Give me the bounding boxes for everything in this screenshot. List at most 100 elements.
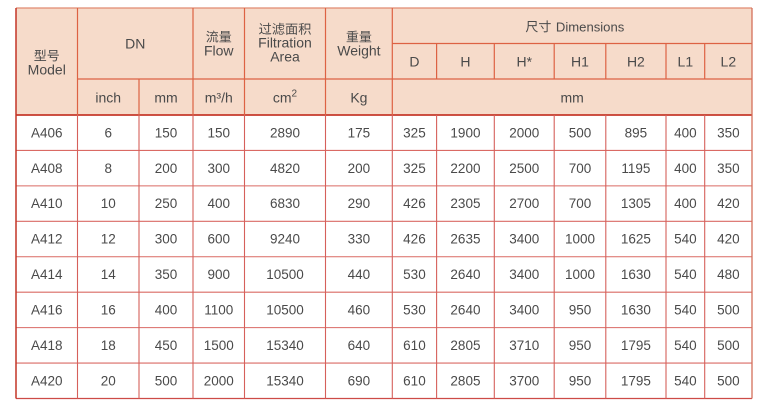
svg-text:325: 325 bbox=[403, 125, 426, 140]
svg-text:540: 540 bbox=[674, 373, 697, 388]
svg-text:A414: A414 bbox=[31, 267, 63, 282]
svg-text:1100: 1100 bbox=[204, 303, 233, 318]
svg-text:540: 540 bbox=[674, 267, 697, 282]
svg-text:895: 895 bbox=[625, 125, 648, 140]
svg-text:426: 426 bbox=[403, 196, 426, 211]
svg-text:460: 460 bbox=[348, 303, 371, 318]
svg-text:15340: 15340 bbox=[266, 338, 304, 353]
svg-text:Dimensions: Dimensions bbox=[556, 19, 625, 34]
svg-text:6830: 6830 bbox=[270, 196, 300, 211]
svg-text:300: 300 bbox=[207, 161, 230, 176]
svg-text:540: 540 bbox=[674, 338, 697, 353]
svg-text:2200: 2200 bbox=[450, 161, 480, 176]
svg-text:3710: 3710 bbox=[509, 338, 539, 353]
svg-text:14: 14 bbox=[101, 267, 117, 282]
svg-text:2305: 2305 bbox=[450, 196, 480, 211]
svg-text:2805: 2805 bbox=[450, 373, 480, 388]
svg-text:400: 400 bbox=[155, 303, 178, 318]
svg-text:cm2: cm2 bbox=[273, 89, 298, 106]
svg-text:L2: L2 bbox=[721, 53, 737, 69]
svg-text:H: H bbox=[460, 53, 470, 69]
svg-text:2890: 2890 bbox=[270, 125, 300, 140]
svg-text:530: 530 bbox=[403, 267, 426, 282]
svg-text:3400: 3400 bbox=[509, 232, 539, 247]
svg-text:400: 400 bbox=[674, 196, 697, 211]
svg-text:500: 500 bbox=[717, 338, 740, 353]
svg-text:D: D bbox=[409, 53, 419, 69]
svg-text:330: 330 bbox=[348, 232, 371, 247]
svg-text:690: 690 bbox=[348, 373, 371, 388]
svg-text:20: 20 bbox=[101, 373, 116, 388]
svg-text:350: 350 bbox=[717, 125, 740, 140]
svg-text:Weight: Weight bbox=[337, 43, 380, 59]
svg-text:H*: H* bbox=[516, 53, 532, 69]
svg-text:530: 530 bbox=[403, 303, 426, 318]
svg-text:200: 200 bbox=[348, 161, 371, 176]
svg-text:A412: A412 bbox=[31, 232, 63, 247]
svg-text:18: 18 bbox=[101, 338, 116, 353]
svg-text:400: 400 bbox=[207, 196, 230, 211]
svg-text:500: 500 bbox=[717, 373, 740, 388]
svg-text:300: 300 bbox=[155, 232, 178, 247]
svg-text:500: 500 bbox=[717, 303, 740, 318]
svg-text:H2: H2 bbox=[627, 53, 645, 69]
svg-text:400: 400 bbox=[674, 161, 697, 176]
svg-text:2000: 2000 bbox=[204, 373, 234, 388]
svg-text:150: 150 bbox=[207, 125, 230, 140]
svg-text:2635: 2635 bbox=[450, 232, 480, 247]
svg-text:A418: A418 bbox=[31, 338, 63, 353]
svg-text:2805: 2805 bbox=[450, 338, 480, 353]
svg-text:1795: 1795 bbox=[621, 338, 651, 353]
svg-text:16: 16 bbox=[101, 303, 116, 318]
svg-text:2500: 2500 bbox=[509, 161, 539, 176]
svg-text:1195: 1195 bbox=[621, 161, 650, 176]
svg-text:1000: 1000 bbox=[565, 232, 595, 247]
svg-text:10: 10 bbox=[101, 196, 116, 211]
svg-text:1305: 1305 bbox=[621, 196, 651, 211]
svg-text:600: 600 bbox=[207, 232, 230, 247]
svg-text:L1: L1 bbox=[678, 53, 694, 69]
svg-text:480: 480 bbox=[717, 267, 740, 282]
svg-text:420: 420 bbox=[717, 196, 740, 211]
svg-text:A420: A420 bbox=[31, 373, 63, 388]
svg-text:450: 450 bbox=[155, 338, 178, 353]
svg-text:10500: 10500 bbox=[266, 303, 304, 318]
svg-text:A408: A408 bbox=[31, 161, 63, 176]
svg-text:500: 500 bbox=[569, 125, 592, 140]
svg-text:420: 420 bbox=[717, 232, 740, 247]
svg-text:250: 250 bbox=[155, 196, 178, 211]
svg-text:150: 150 bbox=[155, 125, 178, 140]
svg-text:500: 500 bbox=[155, 373, 178, 388]
svg-text:325: 325 bbox=[403, 161, 426, 176]
svg-text:A410: A410 bbox=[31, 196, 63, 211]
svg-text:1795: 1795 bbox=[621, 373, 651, 388]
svg-text:10500: 10500 bbox=[266, 267, 304, 282]
svg-text:Flow: Flow bbox=[204, 43, 234, 59]
svg-text:A406: A406 bbox=[31, 125, 63, 140]
svg-text:A416: A416 bbox=[31, 303, 63, 318]
svg-text:426: 426 bbox=[403, 232, 426, 247]
svg-text:1630: 1630 bbox=[621, 267, 651, 282]
svg-text:Model: Model bbox=[28, 61, 66, 77]
svg-text:m³/h: m³/h bbox=[205, 89, 233, 105]
svg-text:6: 6 bbox=[104, 125, 112, 140]
svg-text:700: 700 bbox=[569, 196, 592, 211]
svg-text:2700: 2700 bbox=[509, 196, 539, 211]
svg-text:9240: 9240 bbox=[270, 232, 300, 247]
svg-text:175: 175 bbox=[348, 125, 371, 140]
svg-text:inch: inch bbox=[95, 89, 121, 105]
svg-text:DN: DN bbox=[125, 36, 145, 52]
svg-text:700: 700 bbox=[569, 161, 592, 176]
svg-text:400: 400 bbox=[674, 125, 697, 140]
svg-text:200: 200 bbox=[155, 161, 178, 176]
svg-text:900: 900 bbox=[207, 267, 230, 282]
svg-text:1630: 1630 bbox=[621, 303, 651, 318]
svg-text:350: 350 bbox=[717, 161, 740, 176]
svg-text:3700: 3700 bbox=[509, 373, 539, 388]
svg-text:610: 610 bbox=[403, 373, 426, 388]
svg-text:Filtration: Filtration bbox=[258, 35, 312, 51]
svg-text:1500: 1500 bbox=[204, 338, 234, 353]
svg-text:350: 350 bbox=[155, 267, 178, 282]
svg-text:3400: 3400 bbox=[509, 303, 539, 318]
svg-text:610: 610 bbox=[403, 338, 426, 353]
